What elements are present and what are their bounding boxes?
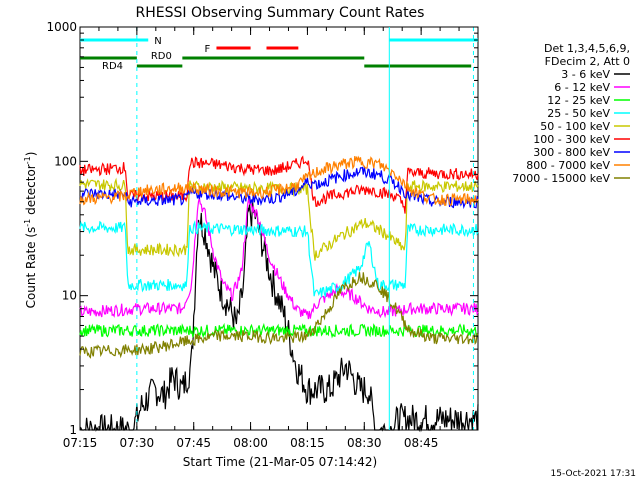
y-axis-label-main: Count Rate (s [24,227,38,309]
legend-header-line: Det 1,3,4,5,6,9, [544,42,630,55]
y-axis-ticks: 1 10 100 1000 [46,20,478,437]
legend-entry-label: 3 - 6 keV [561,68,610,81]
chart-title: RHESSI Observing Summary Count Rates [136,5,425,21]
plot-border [79,26,479,431]
flag-label: F [204,44,210,55]
x-tick-label: 08:15 [290,436,325,450]
vline-layer [136,27,474,430]
legend-entry-label: 7000 - 15000 keV [512,172,610,185]
x-tick-label: 08:30 [347,436,382,450]
y-axis-label-exp2: -1 [23,156,32,164]
x-tick-label: 08:00 [233,436,268,450]
flag-layer: N F RD0 RD4 [80,36,478,72]
legend-entry-label: 100 - 300 keV [533,133,610,146]
legend-header-line: FDecim 2, Att 0 [545,55,630,68]
series-layer [79,155,479,433]
legend-entry-label: 12 - 25 keV [547,94,610,107]
legend-entry-label: 6 - 12 keV [554,81,610,94]
legend-entry-label: 25 - 50 keV [547,107,610,120]
x-tick-label: 07:30 [120,436,155,450]
series-line-1 [79,198,479,320]
y-tick-label: 1000 [46,20,77,34]
y-tick-label: 10 [62,289,77,303]
series-line-7 [79,155,479,207]
legend-entry-label: 800 - 7000 keV [526,159,610,172]
x-tick-label: 08:45 [404,436,439,450]
y-tick-label: 100 [54,154,77,168]
legend-entry-label: 300 - 800 keV [533,146,610,159]
flag-label: N [154,36,161,47]
legend: Det 1,3,4,5,6,9,FDecim 2, Att 03 - 6 keV… [512,42,630,185]
series-line-3 [79,220,479,299]
x-axis-label: Start Time (21-Mar-05 07:14:42) [183,455,377,469]
flag-label: RD4 [102,61,123,72]
plot-frame [79,26,479,431]
footer-stamp: 15-Oct-2021 17:31 [551,469,636,479]
flag-label: RD0 [151,51,172,62]
series-line-5 [79,155,479,214]
y-axis-label-end: ) [24,152,38,157]
legend-entry-label: 50 - 100 keV [540,120,610,133]
y-axis-label-exp1: -1 [23,219,32,227]
y-axis-label: Count Rate (s-1 detector-1) [23,152,38,309]
y-axis-label-mid: detector [24,164,38,219]
series-line-0 [79,199,479,433]
x-tick-label: 07:15 [63,436,98,450]
x-tick-label: 07:45 [176,436,211,450]
series-line-8 [79,272,479,359]
y-tick-label: 1 [69,423,77,437]
x-axis-ticks: 07:15 07:30 07:45 08:00 08:15 08:30 08:45 [63,27,479,450]
